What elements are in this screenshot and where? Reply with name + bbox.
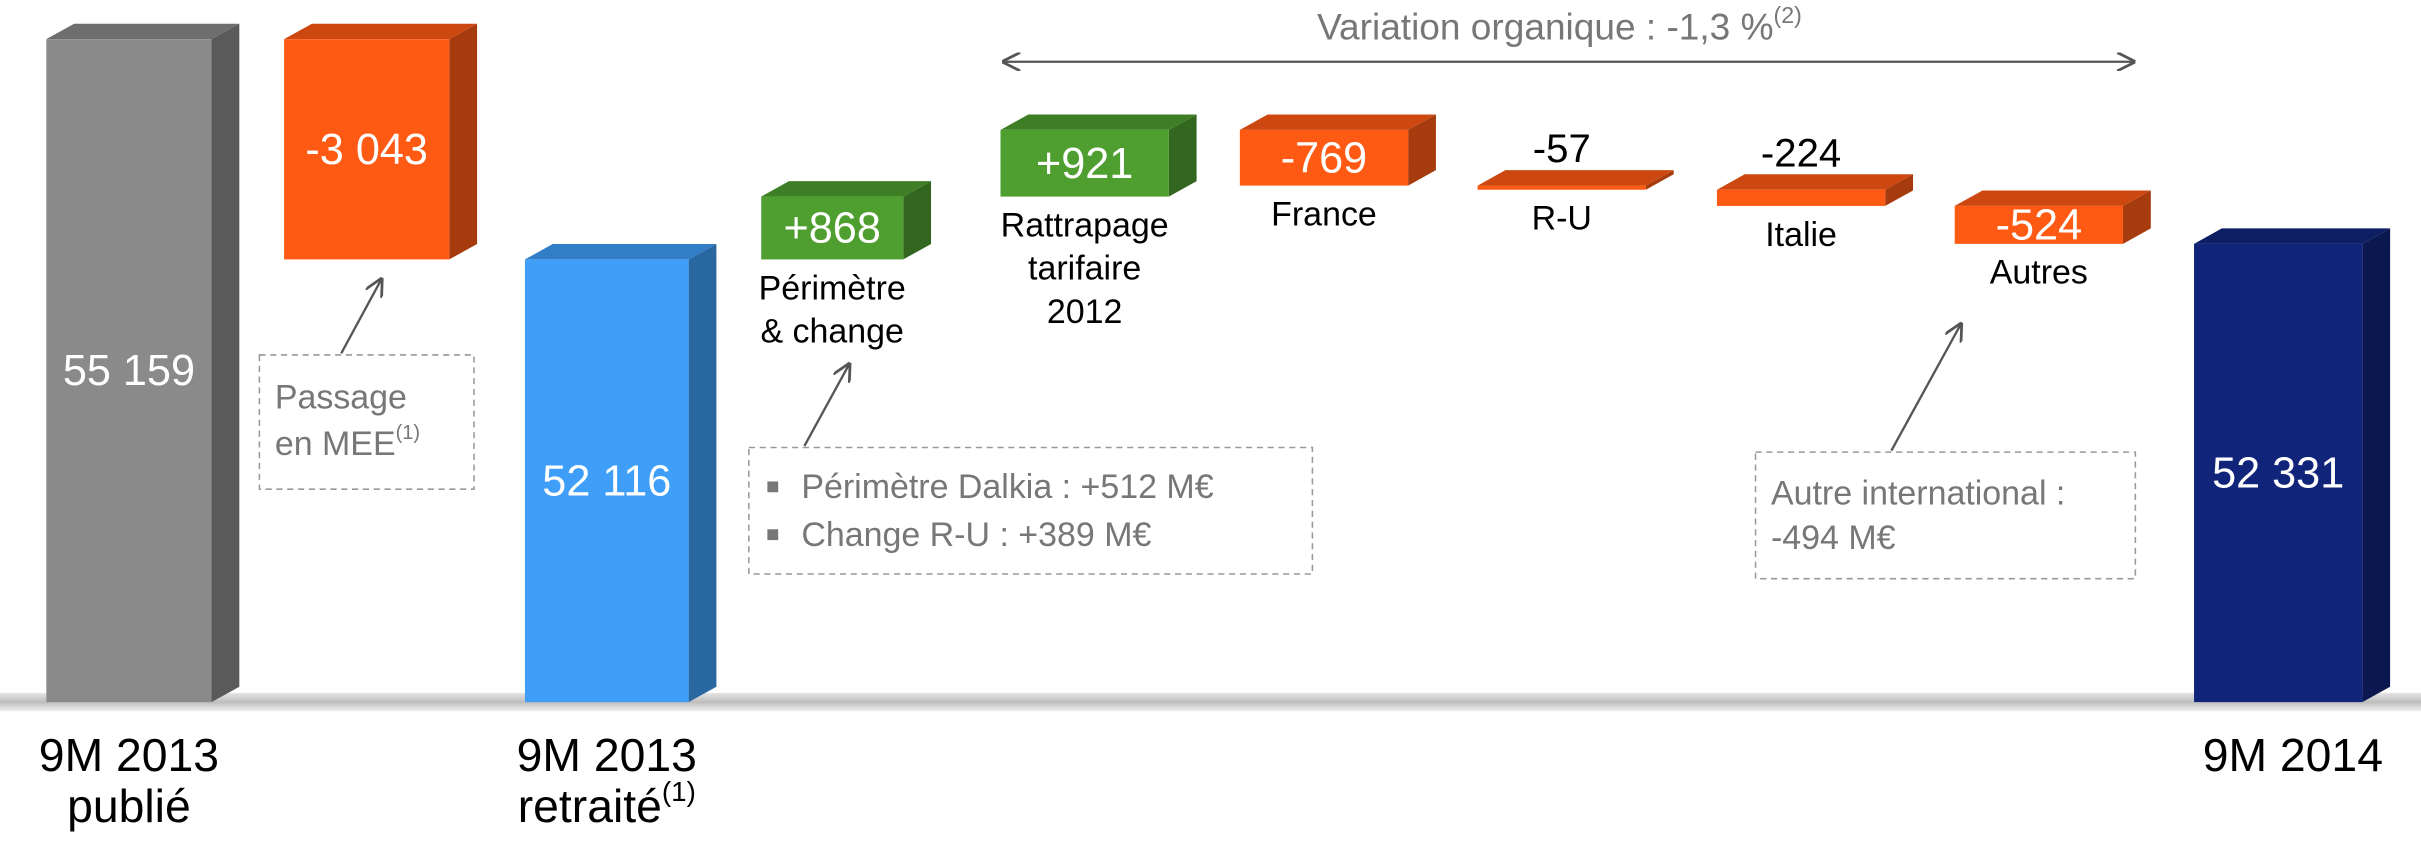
category-text: & change bbox=[760, 312, 903, 350]
bar-side bbox=[2362, 228, 2391, 703]
bar bbox=[284, 39, 450, 260]
bar-top bbox=[46, 23, 240, 40]
annotation-text: -494 M€ bbox=[1771, 519, 1896, 557]
category-label: R-U bbox=[1532, 200, 1592, 238]
bar-top bbox=[1000, 114, 1197, 130]
bar-top bbox=[1954, 190, 2151, 206]
bar-side bbox=[1408, 114, 1436, 186]
variation-annotation: Variation organique : -1,3 %(2) bbox=[1317, 2, 1802, 47]
bar-top bbox=[284, 23, 478, 40]
annotation-arrow bbox=[1890, 324, 1960, 452]
bar bbox=[1716, 189, 1886, 206]
bar bbox=[524, 259, 689, 703]
value-label: +921 bbox=[1036, 140, 1133, 188]
bar-side bbox=[903, 181, 932, 260]
category-label: en MEE(1) bbox=[275, 422, 420, 463]
value-label: -57 bbox=[1533, 126, 1591, 171]
bullet bbox=[767, 481, 779, 493]
bar-side bbox=[1168, 114, 1197, 197]
annotation-text: Change R-U : +389 M€ bbox=[801, 516, 1151, 554]
value-label: -769 bbox=[1281, 134, 1368, 182]
category-note: (1) bbox=[662, 776, 696, 807]
category-note: (1) bbox=[396, 422, 421, 444]
bar-top bbox=[524, 243, 717, 260]
category-text: 2012 bbox=[1047, 293, 1123, 331]
category-label: retraité(1) bbox=[518, 776, 696, 832]
bar-top bbox=[2194, 228, 2391, 244]
annotation-text: Périmètre Dalkia : +512 M€ bbox=[801, 468, 1213, 506]
category-label: Périmètre bbox=[759, 269, 906, 307]
bar-side bbox=[1645, 170, 1674, 190]
category-text: tarifaire bbox=[1028, 250, 1141, 288]
bar-side bbox=[2123, 190, 2151, 244]
category-label: Rattrapage bbox=[1001, 206, 1169, 244]
category-text: Périmètre bbox=[759, 269, 906, 307]
value-label: -524 bbox=[1996, 201, 2083, 249]
category-text: publié bbox=[67, 780, 191, 832]
bar-top bbox=[761, 181, 932, 197]
category-text: Passage bbox=[275, 379, 407, 417]
value-label: 52 331 bbox=[2212, 450, 2344, 498]
bar bbox=[1239, 129, 1409, 186]
category-label: 9M 2013 bbox=[39, 729, 219, 781]
category-text: retraité bbox=[518, 780, 662, 832]
bar-side bbox=[449, 23, 478, 260]
bars bbox=[46, 23, 2391, 703]
bar bbox=[1000, 129, 1169, 197]
bar-side bbox=[1885, 174, 1914, 206]
floor bbox=[0, 692, 2421, 712]
category-text: Rattrapage bbox=[1001, 206, 1169, 244]
annotation-text: Autre international : bbox=[1771, 474, 2065, 512]
category-text: Autres bbox=[1990, 254, 2088, 292]
bar-side bbox=[211, 23, 240, 703]
category-label: 9M 2014 bbox=[2203, 729, 2383, 781]
bar bbox=[1954, 205, 2124, 244]
annotation-box bbox=[748, 446, 1314, 575]
annotation-arrow bbox=[340, 279, 381, 354]
category-text: 9M 2013 bbox=[517, 729, 697, 781]
category-label: 9M 2013 bbox=[517, 729, 697, 781]
category-text: R-U bbox=[1532, 200, 1592, 238]
category-label: 2012 bbox=[1047, 293, 1123, 331]
category-label: tarifaire bbox=[1028, 250, 1141, 288]
category-text: en MEE bbox=[275, 425, 396, 463]
value-label: 55 159 bbox=[63, 347, 195, 395]
value-label: +868 bbox=[784, 205, 881, 253]
category-text: 9M 2014 bbox=[2203, 729, 2383, 781]
bar bbox=[761, 196, 904, 260]
category-label: France bbox=[1271, 195, 1377, 233]
category-text: 9M 2013 bbox=[39, 729, 219, 781]
category-label: Autres bbox=[1990, 254, 2088, 292]
annotation-box bbox=[258, 354, 475, 490]
category-text: France bbox=[1271, 195, 1377, 233]
value-label: -224 bbox=[1761, 130, 1841, 175]
bar bbox=[1477, 185, 1646, 190]
category-label: & change bbox=[760, 312, 903, 350]
bar bbox=[2194, 243, 2363, 703]
category-label: Italie bbox=[1765, 216, 1837, 254]
bar-top bbox=[1716, 174, 1914, 190]
bar-side bbox=[688, 243, 717, 703]
annotation-box bbox=[1754, 451, 2137, 580]
value-label: -3 043 bbox=[305, 126, 428, 174]
category-label: publié bbox=[67, 780, 191, 832]
category-label: Passage bbox=[275, 379, 407, 417]
bullet bbox=[767, 529, 779, 541]
value-label: 52 116 bbox=[542, 457, 671, 505]
category-text: Italie bbox=[1765, 216, 1837, 254]
bar bbox=[46, 39, 212, 703]
bar-top bbox=[1239, 114, 1436, 130]
bar-top bbox=[1477, 170, 1674, 186]
annotation-arrow bbox=[803, 364, 849, 447]
